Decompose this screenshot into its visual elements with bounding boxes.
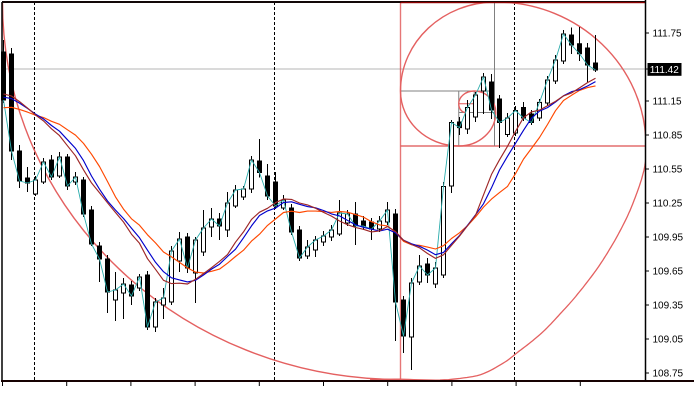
svg-text:111.75: 111.75 <box>653 29 683 40</box>
svg-text:109.35: 109.35 <box>653 301 684 312</box>
svg-text:108.75: 108.75 <box>653 369 684 380</box>
svg-text:111.42: 111.42 <box>650 65 680 76</box>
svg-text:109.65: 109.65 <box>653 267 684 278</box>
svg-text:109.95: 109.95 <box>653 233 684 244</box>
svg-text:109.05: 109.05 <box>653 335 684 346</box>
svg-text:110.85: 110.85 <box>653 131 683 142</box>
svg-text:110.55: 110.55 <box>653 165 683 176</box>
svg-text:111.15: 111.15 <box>653 97 683 108</box>
svg-text:110.25: 110.25 <box>653 199 683 210</box>
